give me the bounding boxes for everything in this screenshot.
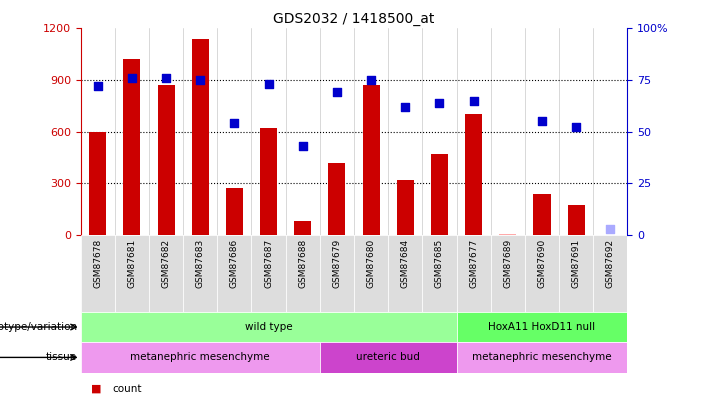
Bar: [593, 235, 627, 312]
Bar: [149, 235, 183, 312]
Bar: [191, 39, 209, 235]
Text: ureteric bud: ureteric bud: [356, 352, 420, 362]
Bar: [456, 342, 627, 373]
Text: GSM87689: GSM87689: [503, 239, 512, 288]
Bar: [217, 235, 252, 312]
Bar: [89, 132, 107, 235]
Point: [297, 143, 308, 149]
Text: GSM87683: GSM87683: [196, 239, 205, 288]
Bar: [123, 59, 140, 235]
Text: GSM87677: GSM87677: [469, 239, 478, 288]
Point: [468, 98, 479, 104]
Text: genotype/variation: genotype/variation: [0, 322, 77, 332]
Bar: [226, 188, 243, 235]
Bar: [559, 235, 593, 312]
Bar: [81, 312, 456, 342]
Text: GSM87686: GSM87686: [230, 239, 239, 288]
Bar: [320, 342, 456, 373]
Text: GSM87685: GSM87685: [435, 239, 444, 288]
Point: [92, 83, 103, 90]
Bar: [362, 85, 380, 235]
Bar: [354, 235, 388, 312]
Text: GSM87680: GSM87680: [367, 239, 376, 288]
Point: [195, 77, 206, 83]
Bar: [260, 128, 277, 235]
Text: metanephric mesenchyme: metanephric mesenchyme: [130, 352, 270, 362]
Text: GSM87692: GSM87692: [606, 239, 615, 288]
Text: GSM87678: GSM87678: [93, 239, 102, 288]
Bar: [422, 235, 456, 312]
Bar: [456, 235, 491, 312]
Text: GSM87691: GSM87691: [571, 239, 580, 288]
Bar: [568, 205, 585, 235]
Text: wild type: wild type: [245, 322, 292, 332]
Text: ■: ■: [91, 384, 102, 394]
Text: GSM87681: GSM87681: [128, 239, 137, 288]
Text: GSM87688: GSM87688: [298, 239, 307, 288]
Text: HoxA11 HoxD11 null: HoxA11 HoxD11 null: [489, 322, 596, 332]
Point: [229, 120, 240, 127]
Bar: [328, 163, 346, 235]
Point: [400, 104, 411, 110]
Bar: [294, 221, 311, 235]
Bar: [499, 234, 517, 235]
Point: [571, 124, 582, 131]
Point: [263, 81, 274, 87]
Point: [536, 118, 547, 125]
Bar: [491, 235, 525, 312]
Bar: [81, 235, 115, 312]
Point: [605, 226, 616, 232]
Bar: [533, 194, 550, 235]
Bar: [388, 235, 422, 312]
Text: GSM87679: GSM87679: [332, 239, 341, 288]
Bar: [397, 180, 414, 235]
Bar: [431, 154, 448, 235]
Bar: [525, 235, 559, 312]
Text: GSM87684: GSM87684: [401, 239, 410, 288]
Bar: [115, 235, 149, 312]
Text: GSM87687: GSM87687: [264, 239, 273, 288]
Bar: [81, 342, 320, 373]
Bar: [286, 235, 320, 312]
Bar: [465, 115, 482, 235]
Text: tissue: tissue: [46, 352, 77, 362]
Point: [365, 77, 376, 83]
Text: count: count: [112, 384, 142, 394]
Point: [332, 89, 343, 96]
Title: GDS2032 / 1418500_at: GDS2032 / 1418500_at: [273, 12, 435, 26]
Bar: [456, 312, 627, 342]
Point: [126, 75, 137, 81]
Text: GSM87690: GSM87690: [538, 239, 547, 288]
Text: GSM87682: GSM87682: [161, 239, 170, 288]
Point: [161, 75, 172, 81]
Bar: [183, 235, 217, 312]
Bar: [252, 235, 286, 312]
Point: [434, 100, 445, 106]
Bar: [320, 235, 354, 312]
Text: metanephric mesenchyme: metanephric mesenchyme: [472, 352, 612, 362]
Bar: [158, 85, 175, 235]
